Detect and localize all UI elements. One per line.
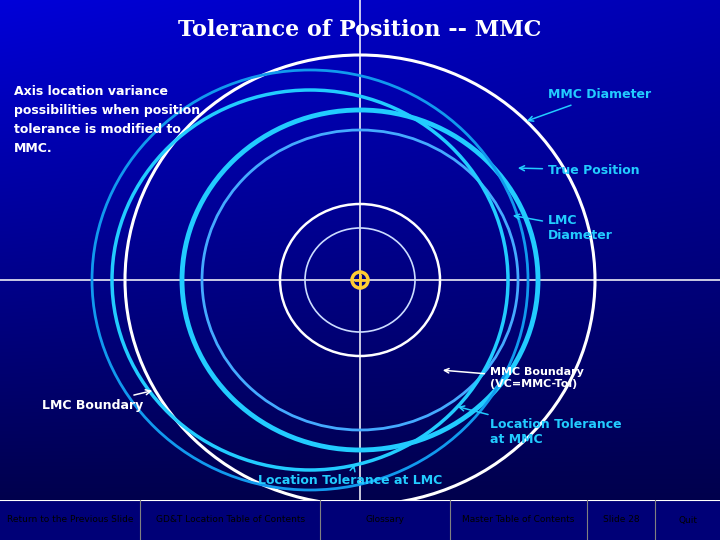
- Text: Slide 28: Slide 28: [603, 516, 639, 524]
- Text: Axis location variance
possibilities when position
tolerance is modified to
MMC.: Axis location variance possibilities whe…: [14, 85, 200, 155]
- Text: GD&T Location Table of Contents: GD&T Location Table of Contents: [156, 516, 305, 524]
- Text: Location Tolerance at LMC: Location Tolerance at LMC: [258, 467, 442, 487]
- Text: Return to the Previous Slide: Return to the Previous Slide: [6, 516, 133, 524]
- Text: LMC Boundary: LMC Boundary: [42, 390, 150, 411]
- Text: Tolerance of Position -- MMC: Tolerance of Position -- MMC: [179, 19, 541, 41]
- Text: MMC Boundary
(VC=MMC-Tol): MMC Boundary (VC=MMC-Tol): [444, 367, 584, 389]
- Text: Master Table of Contents: Master Table of Contents: [462, 516, 575, 524]
- Text: Location Tolerance
at MMC: Location Tolerance at MMC: [459, 406, 621, 446]
- Text: MMC Diameter: MMC Diameter: [528, 89, 651, 121]
- Text: Quit: Quit: [678, 516, 697, 524]
- Text: Glossary: Glossary: [366, 516, 405, 524]
- Text: LMC
Diameter: LMC Diameter: [514, 214, 613, 242]
- Text: True Position: True Position: [520, 164, 639, 177]
